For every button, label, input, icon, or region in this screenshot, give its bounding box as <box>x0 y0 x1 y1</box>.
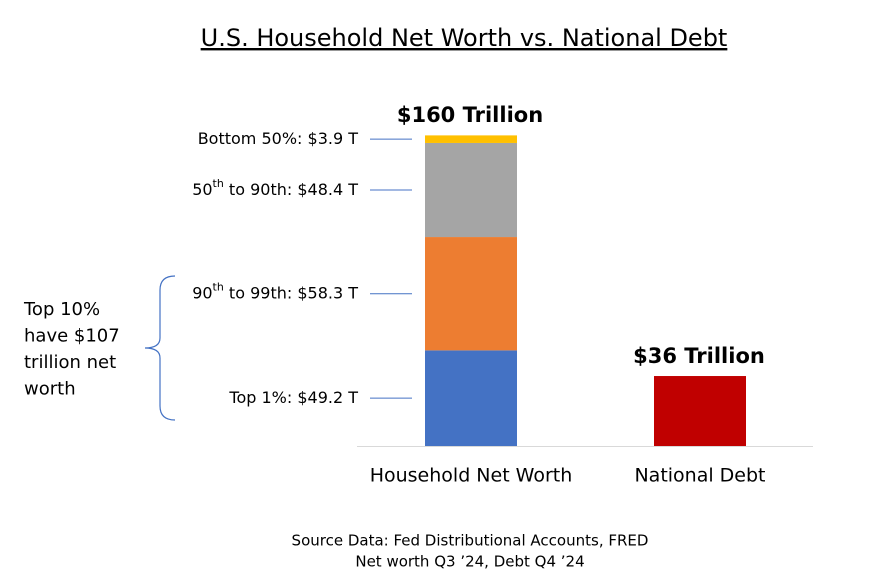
source-note: Source Data: Fed Distributional Accounts… <box>292 532 649 550</box>
annotation: Top 10% <box>23 299 100 320</box>
annotation: have $107 <box>24 326 120 347</box>
annotation: trillion net <box>24 352 116 373</box>
bar-segment <box>425 135 517 143</box>
source-note: Net worth Q3 ’24, Debt Q4 ’24 <box>355 553 584 571</box>
segment-label: 90th to 99th: $58.3 T <box>192 280 358 302</box>
label-part: th <box>213 280 224 293</box>
bar-segment <box>425 350 517 446</box>
total-label: $36 Trillion <box>633 344 765 368</box>
label-part: 90 <box>192 283 212 302</box>
label-part: Bottom 50%: $3.9 T <box>198 129 359 148</box>
bar-segment <box>425 237 517 351</box>
label-part: Top 1%: $49.2 T <box>228 388 358 407</box>
label-part: to 99th: $58.3 T <box>224 283 358 302</box>
chart-title: U.S. Household Net Worth vs. National De… <box>201 24 728 52</box>
brace <box>144 275 176 421</box>
annotation: worth <box>24 379 76 400</box>
bar-segment <box>425 142 517 238</box>
x-tick-label: Household Net Worth <box>370 465 573 487</box>
segment-label: 50th to 90th: $48.4 T <box>192 177 358 199</box>
x-tick-label: National Debt <box>634 465 765 487</box>
label-part: 50 <box>192 180 212 199</box>
label-part: to 90th: $48.4 T <box>224 180 358 199</box>
total-label: $160 Trillion <box>397 103 543 127</box>
segment-label: Top 1%: $49.2 T <box>228 388 358 407</box>
segment-label: Bottom 50%: $3.9 T <box>198 129 359 148</box>
bar-segment <box>654 376 746 446</box>
label-part: th <box>213 177 224 190</box>
